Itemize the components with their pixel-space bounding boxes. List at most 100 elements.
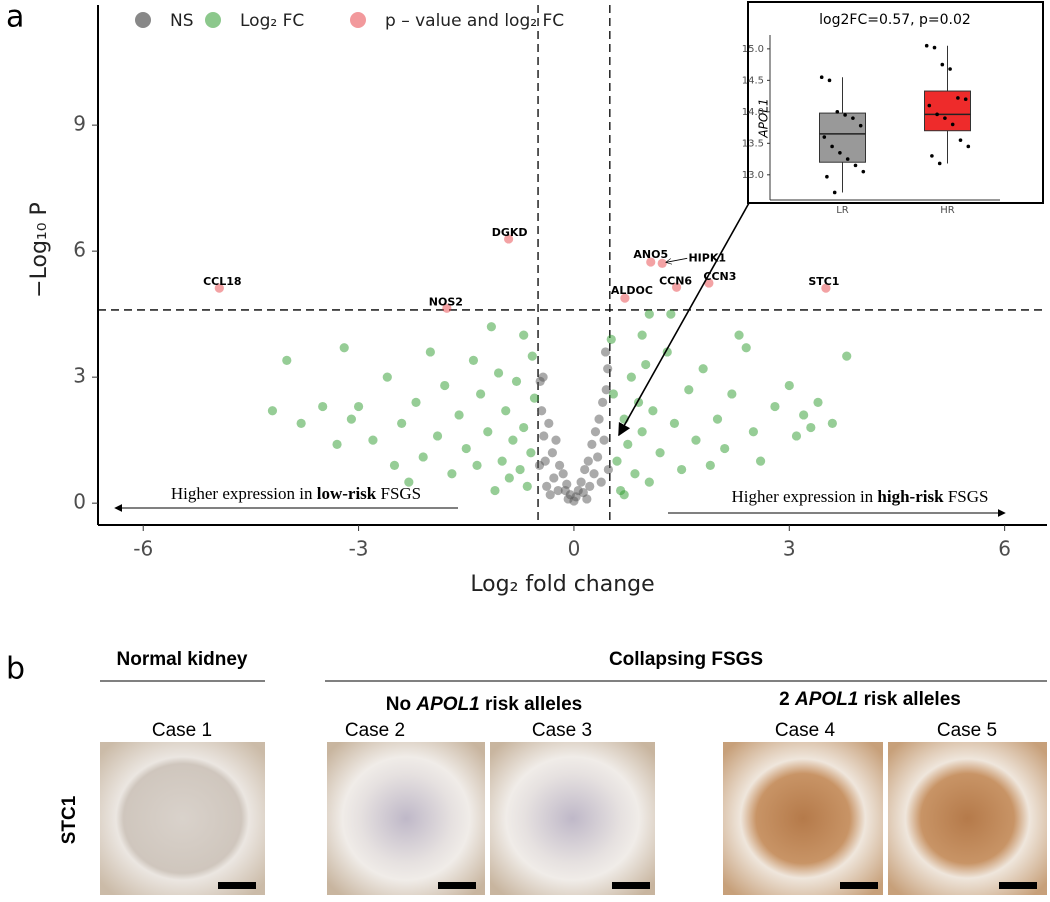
scale-bar: [612, 882, 650, 889]
point: [691, 435, 701, 445]
y-axis-title: −Log₁₀ P: [27, 202, 52, 298]
point: [603, 364, 613, 374]
point-label: CCL18: [203, 275, 241, 288]
case-label: Case 2: [345, 720, 405, 741]
point: [843, 113, 847, 117]
y-tick-label: 14.5: [742, 75, 764, 86]
point: [842, 351, 852, 361]
point: [648, 406, 658, 416]
point: [508, 435, 518, 445]
text-part: Higher expression in: [171, 484, 317, 503]
point: [937, 161, 942, 166]
point: [940, 62, 945, 67]
point: [966, 144, 971, 149]
text-part: low-risk: [317, 484, 377, 503]
point: [644, 477, 654, 487]
point: [641, 359, 651, 370]
point: [461, 443, 471, 454]
point: [468, 355, 479, 365]
x-tick-label: -3: [349, 537, 369, 561]
point: [671, 282, 682, 292]
point: [368, 435, 378, 445]
point-label: DGKD: [492, 226, 528, 239]
point: [612, 456, 622, 466]
y-axis-title: APOL1: [757, 98, 771, 138]
point: [580, 464, 590, 475]
point: [519, 422, 529, 433]
point: [835, 110, 840, 114]
case-label: Case 3: [532, 720, 592, 741]
point: [404, 477, 414, 487]
point: [819, 75, 824, 79]
point-label: CCN3: [703, 270, 736, 283]
point: [318, 401, 328, 412]
point: [637, 330, 647, 340]
histology-image: [327, 742, 485, 895]
volcano-plot: -6 -3 0 3 6 0 3 6 9 Log₂ fold change −Log₁₀ P NS Log…: [27, 5, 1047, 597]
x-tick-label: LR: [836, 205, 849, 216]
point: [490, 485, 500, 496]
point: [930, 154, 934, 158]
point: [727, 389, 737, 399]
point: [544, 418, 554, 428]
point: [704, 278, 714, 288]
y-tick-label: 9: [73, 112, 86, 136]
point: [389, 460, 400, 470]
point: [838, 150, 842, 155]
point: [590, 427, 601, 437]
text-part: FSGS: [376, 484, 421, 503]
legend-label: p – value and log₂ FC: [385, 11, 564, 31]
point: [646, 257, 656, 267]
histology-panel: Normal kidney Collapsing FSGS STC1 No AP…: [59, 649, 1047, 895]
y-tick-label: 3: [73, 364, 86, 388]
point: [397, 418, 407, 428]
point: [666, 309, 676, 319]
point: [483, 427, 493, 437]
inset-frame: [747, 1, 1044, 204]
scale-bar: [218, 882, 256, 889]
point: [594, 414, 604, 424]
point: [799, 410, 809, 420]
point: [551, 435, 561, 445]
point: [806, 422, 816, 433]
point: [538, 372, 548, 382]
inset-pointer: [618, 202, 750, 437]
box: [819, 112, 866, 163]
legend-swatch: [350, 12, 366, 28]
point: [267, 406, 278, 416]
point: [935, 112, 939, 117]
point: [534, 460, 545, 470]
point: [825, 174, 829, 179]
text-part: APOL1: [415, 694, 479, 715]
point: [712, 414, 723, 424]
point: [425, 347, 435, 357]
text-part: No: [386, 694, 417, 715]
point: [637, 427, 647, 437]
x-tick-label: 0: [568, 537, 581, 561]
point: [587, 439, 597, 449]
point: [511, 376, 522, 386]
point-label: ANO5: [633, 248, 668, 261]
point: [861, 169, 866, 174]
subgroup-title: No APOL1 risk alleles: [386, 694, 582, 715]
point: [734, 330, 744, 340]
case-label: Case 5: [937, 720, 997, 741]
point: [558, 469, 568, 479]
subgroup-title: 2 APOL1 risk alleles: [779, 689, 961, 710]
point: [476, 389, 486, 399]
point: [791, 431, 802, 441]
point: [527, 351, 537, 361]
point: [554, 460, 565, 470]
annotation: Higher expression in high-risk FSGS: [732, 487, 989, 506]
point: [853, 163, 858, 168]
point: [943, 116, 947, 120]
y-tick-label: 13.0: [742, 170, 764, 181]
inset-title: log2FC=0.57, p=0.02: [819, 12, 971, 28]
point: [626, 372, 636, 382]
scale-bar: [438, 882, 476, 889]
point: [684, 385, 694, 395]
legend-label: NS: [170, 11, 194, 31]
x-tick-label: 6: [998, 537, 1011, 561]
point: [963, 97, 968, 102]
point: [563, 494, 573, 504]
